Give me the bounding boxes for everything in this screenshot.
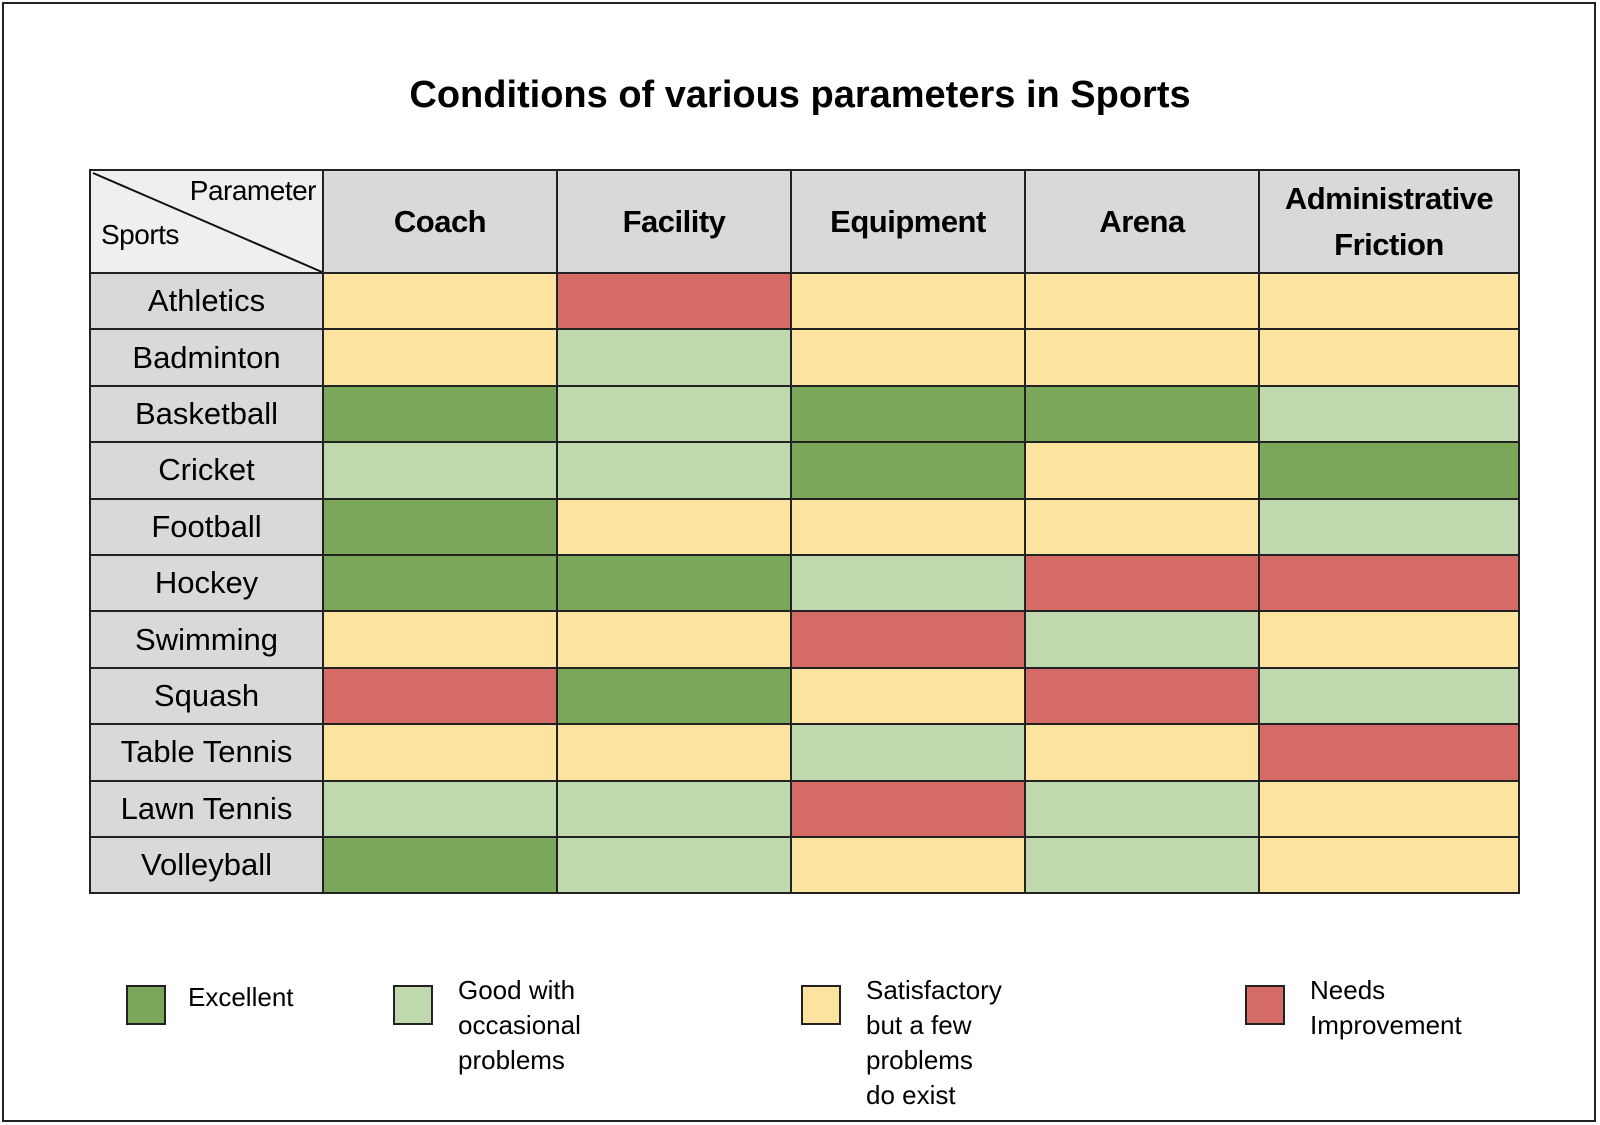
heatmap-cell bbox=[322, 610, 558, 669]
row-header: Lawn Tennis bbox=[89, 779, 324, 838]
heatmap-cell bbox=[556, 610, 792, 669]
heatmap-cell bbox=[556, 441, 792, 500]
heatmap-cell bbox=[790, 610, 1026, 669]
legend-swatch bbox=[801, 985, 841, 1025]
legend-label: Needs Improvement bbox=[1310, 975, 1462, 1040]
table-row: Cricket bbox=[89, 441, 1520, 500]
heatmap-cell bbox=[1258, 441, 1520, 500]
table-row: Hockey bbox=[89, 553, 1520, 613]
heatmap-table: Parameter Sports Coach Facility Equipment A… bbox=[89, 169, 1520, 895]
heatmap-cell bbox=[1024, 553, 1260, 613]
heatmap-cell bbox=[556, 328, 792, 387]
row-header: Table Tennis bbox=[89, 723, 324, 782]
heatmap-cell bbox=[322, 441, 558, 500]
heatmap-cell bbox=[556, 271, 792, 331]
heatmap-cell bbox=[1258, 271, 1520, 331]
heatmap-cell bbox=[1258, 384, 1520, 444]
heatmap-cell bbox=[790, 553, 1026, 613]
chart-title: Conditions of various parameters in Spor… bbox=[409, 74, 1191, 116]
heatmap-cell bbox=[1258, 723, 1520, 782]
heatmap-cell bbox=[1024, 328, 1260, 387]
heatmap-cell bbox=[1258, 835, 1520, 895]
row-header: Hockey bbox=[89, 553, 324, 613]
table-row: Lawn Tennis bbox=[89, 779, 1520, 838]
heatmap-cell bbox=[1024, 497, 1260, 556]
heatmap-cell bbox=[1258, 610, 1520, 669]
row-header: Volleyball bbox=[89, 835, 324, 895]
legend-swatch bbox=[393, 985, 433, 1025]
heatmap-cell bbox=[790, 271, 1026, 331]
heatmap-cell bbox=[1024, 610, 1260, 669]
heatmap-cell bbox=[556, 497, 792, 556]
legend-label: Satisfactory but a few problems do exist bbox=[866, 975, 1002, 1110]
heatmap-cell bbox=[1258, 497, 1520, 556]
column-header: Arena bbox=[1024, 169, 1260, 274]
heatmap-cell bbox=[1024, 666, 1260, 726]
diagonal-divider bbox=[92, 172, 323, 273]
heatmap-cell bbox=[556, 553, 792, 613]
heatmap-cell bbox=[322, 666, 558, 726]
table-row: Volleyball bbox=[89, 835, 1520, 895]
legend-label: Excellent bbox=[188, 982, 294, 1012]
heatmap-cell bbox=[790, 441, 1026, 500]
row-header: Swimming bbox=[89, 610, 324, 669]
heatmap-cell bbox=[1024, 271, 1260, 331]
row-header: Football bbox=[89, 497, 324, 556]
column-header: Coach bbox=[322, 169, 558, 274]
row-header: Badminton bbox=[89, 328, 324, 387]
heatmap-cell bbox=[790, 835, 1026, 895]
table-row: Squash bbox=[89, 666, 1520, 726]
heatmap-cell bbox=[790, 666, 1026, 726]
heatmap-cell bbox=[1024, 441, 1260, 500]
heatmap-cell bbox=[556, 723, 792, 782]
heatmap-cell bbox=[790, 497, 1026, 556]
legend-swatch bbox=[126, 985, 166, 1025]
heatmap-cell bbox=[556, 835, 792, 895]
heatmap-cell bbox=[790, 779, 1026, 838]
heatmap-cell bbox=[322, 553, 558, 613]
row-header: Squash bbox=[89, 666, 324, 726]
heatmap-cell bbox=[322, 835, 558, 895]
heatmap-cell bbox=[1024, 779, 1260, 838]
row-header: Athletics bbox=[89, 271, 324, 331]
heatmap-cell bbox=[1258, 553, 1520, 613]
heatmap-cell bbox=[790, 328, 1026, 387]
table-row: Basketball bbox=[89, 384, 1520, 444]
heatmap-cell bbox=[790, 723, 1026, 782]
heatmap-cell bbox=[322, 271, 558, 331]
heatmap-cell bbox=[322, 723, 558, 782]
column-header: Administrative Friction bbox=[1258, 169, 1520, 274]
legend-swatch bbox=[1245, 985, 1285, 1025]
table-row: Football bbox=[89, 497, 1520, 556]
heatmap-cell bbox=[1258, 666, 1520, 726]
heatmap-cell bbox=[322, 779, 558, 838]
heatmap-cell bbox=[790, 384, 1026, 444]
column-header: Facility bbox=[556, 169, 792, 274]
heatmap-cell bbox=[322, 384, 558, 444]
legend-label: Good with occasional problems bbox=[458, 975, 581, 1075]
heatmap-cell bbox=[322, 497, 558, 556]
heatmap-cell bbox=[1258, 779, 1520, 838]
table-row: Athletics bbox=[89, 271, 1520, 331]
heatmap-cell bbox=[1258, 328, 1520, 387]
row-header: Basketball bbox=[89, 384, 324, 444]
heatmap-cell bbox=[556, 779, 792, 838]
column-axis-label: Parameter bbox=[189, 175, 317, 206]
column-header: Equipment bbox=[790, 169, 1026, 274]
table-row: Badminton bbox=[89, 328, 1520, 387]
corner-cell: Parameter Sports bbox=[89, 169, 324, 274]
header-row: Parameter Sports Coach Facility Equipment A… bbox=[89, 169, 1520, 274]
heatmap-cell bbox=[556, 666, 792, 726]
heatmap-cell bbox=[556, 384, 792, 444]
heatmap-cell bbox=[322, 328, 558, 387]
row-axis-label: Sports bbox=[101, 219, 179, 250]
heatmap-cell bbox=[1024, 384, 1260, 444]
table-row: Table Tennis bbox=[89, 723, 1520, 782]
heatmap-cell bbox=[1024, 835, 1260, 895]
table-row: Swimming bbox=[89, 610, 1520, 669]
heatmap-cell bbox=[1024, 723, 1260, 782]
row-header: Cricket bbox=[89, 441, 324, 500]
